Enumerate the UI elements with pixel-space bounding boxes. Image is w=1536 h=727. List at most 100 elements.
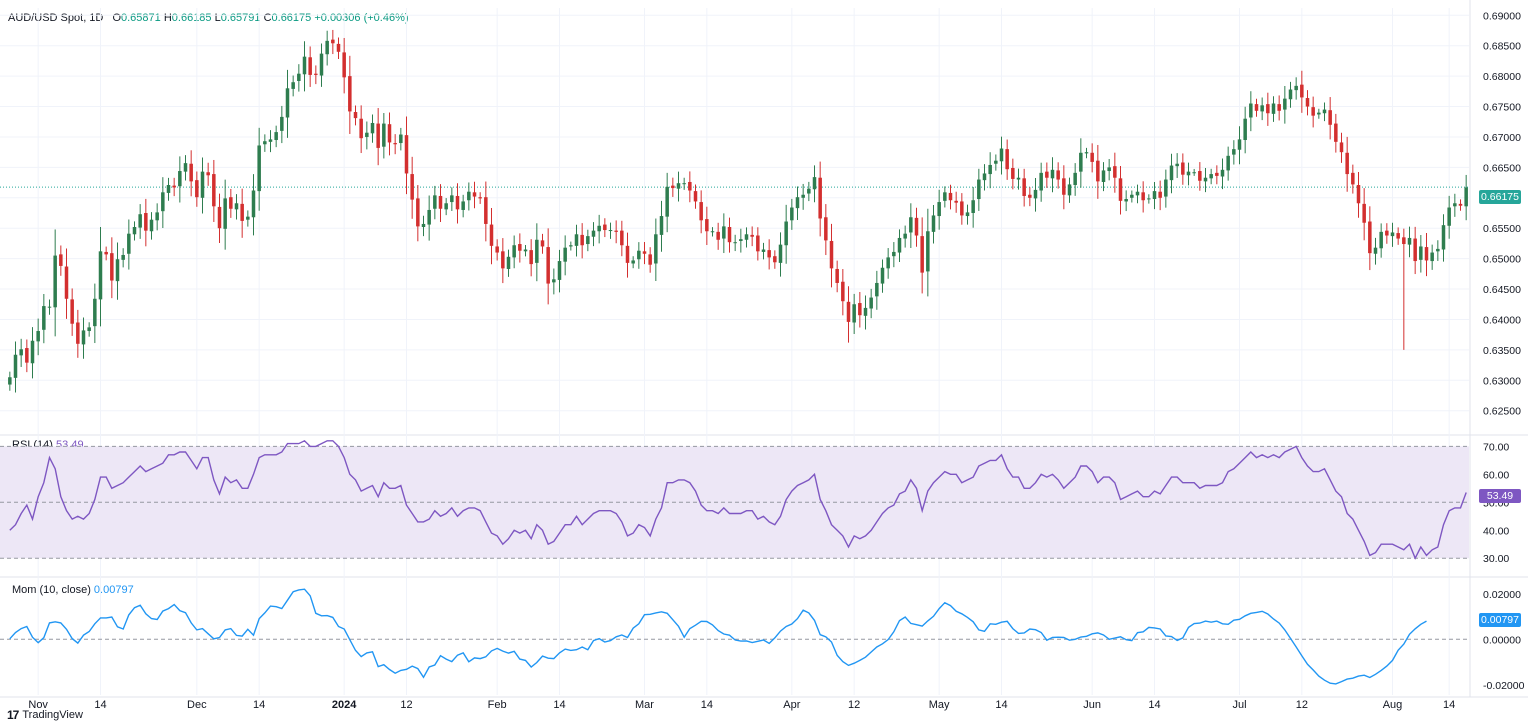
candle-body (450, 195, 454, 203)
candle (659, 200, 664, 252)
candle-body (1379, 231, 1383, 249)
candle-body (1441, 225, 1446, 250)
candle (773, 250, 777, 269)
candle-body (1402, 237, 1406, 245)
high-label: H (163, 12, 172, 24)
time-tick-label: 14 (701, 699, 713, 711)
candle (1339, 132, 1344, 163)
candle (671, 177, 675, 197)
candle (761, 242, 766, 260)
candle-body (30, 340, 35, 364)
candle-body (948, 192, 953, 201)
candle (693, 184, 698, 209)
candle (127, 219, 131, 270)
candle-body (291, 82, 295, 89)
candle-body (319, 53, 324, 76)
candle-body (1254, 104, 1259, 111)
candle-body (1090, 152, 1094, 162)
candle (535, 223, 539, 282)
candle-body (648, 254, 652, 265)
candle-body (93, 298, 97, 327)
momentum-tick-label: -0.02000 (1483, 680, 1525, 692)
candle (70, 288, 74, 336)
candle (608, 222, 613, 239)
candle (19, 338, 23, 367)
candle (155, 203, 159, 231)
candle-body (427, 209, 431, 225)
candle (846, 286, 851, 343)
candle-body (603, 224, 607, 231)
candle (325, 30, 329, 66)
candle (569, 241, 573, 251)
candle (1147, 194, 1151, 204)
candle (637, 242, 641, 269)
candle-body (76, 322, 80, 344)
candle (591, 222, 596, 247)
candle-body (472, 192, 477, 197)
candle-body (110, 253, 114, 281)
candle-body (268, 139, 273, 142)
candle (1447, 195, 1451, 239)
candle (359, 105, 363, 154)
candle (1283, 85, 1287, 124)
candle-body (302, 56, 307, 75)
candle (597, 214, 601, 244)
rsi-value-tag: 53.49 (1479, 489, 1521, 503)
candle-body (1283, 98, 1287, 110)
time-tick-label: 12 (1296, 699, 1308, 711)
price-tick-label: 0.69000 (1483, 10, 1521, 22)
candle-body (1124, 199, 1128, 202)
candle-body (438, 195, 443, 209)
candle (212, 159, 216, 222)
candle (1096, 144, 1100, 199)
candle (467, 182, 471, 211)
candle-body (370, 122, 375, 134)
candle-body (846, 301, 851, 322)
candle-body (784, 221, 788, 246)
candle-body (1022, 178, 1026, 196)
candle (1028, 187, 1032, 207)
candle-body (1373, 247, 1378, 254)
price-tick-label: 0.64000 (1483, 314, 1521, 326)
candle-body (13, 354, 18, 378)
candle (1090, 143, 1094, 173)
candle-body (665, 186, 669, 217)
candle (1424, 232, 1429, 277)
candle-body (676, 183, 681, 189)
candle-body (1237, 139, 1242, 150)
candle (586, 229, 590, 252)
candle-body (212, 174, 216, 207)
candle (943, 186, 947, 208)
candle-body (246, 216, 250, 220)
candle (648, 247, 652, 273)
candle-body (863, 307, 868, 316)
candle-body (733, 242, 737, 244)
candle (1141, 181, 1145, 213)
candle (1311, 96, 1315, 128)
candle-body (331, 39, 335, 44)
candle (886, 248, 890, 279)
candle (121, 248, 125, 268)
candle (1294, 77, 1298, 100)
tradingview-logo[interactable]: 17 TradingView (7, 708, 83, 722)
candle (1390, 222, 1395, 247)
candle (501, 238, 505, 284)
candle-body (574, 234, 579, 246)
candle-body (835, 268, 839, 283)
candle-body (688, 181, 692, 191)
candle (478, 192, 482, 204)
candle-body (365, 132, 369, 137)
candle (897, 229, 902, 263)
candle (1113, 152, 1117, 193)
candle (1220, 158, 1225, 190)
candle (654, 218, 658, 282)
candle (1005, 139, 1009, 180)
candle-body (631, 260, 635, 264)
price-tick-label: 0.68000 (1483, 71, 1521, 83)
candle-body (1351, 172, 1355, 185)
candle-body (455, 195, 460, 210)
candle (552, 268, 556, 295)
candle (36, 318, 40, 356)
candle-body (807, 188, 811, 194)
